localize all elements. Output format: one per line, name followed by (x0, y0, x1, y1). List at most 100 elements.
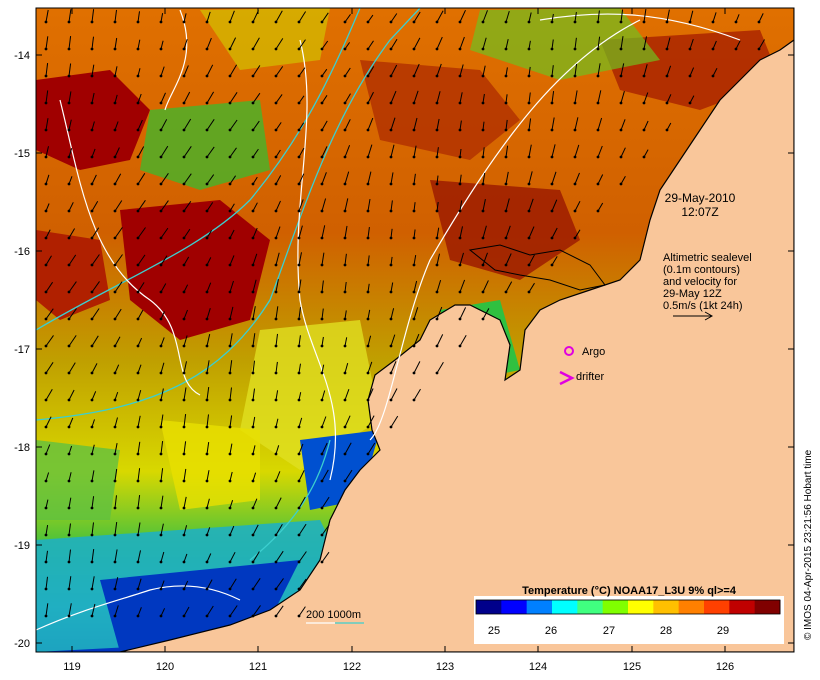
velocity-arrow (183, 256, 190, 266)
velocity-arrow-base (573, 128, 577, 132)
velocity-arrow-base (320, 398, 324, 402)
velocity-arrow (413, 333, 420, 347)
velocity-arrow-base (159, 398, 163, 402)
velocity-arrow (183, 13, 187, 23)
velocity-arrow-base (297, 263, 301, 267)
velocity-arrow (183, 580, 189, 590)
velocity-arrow (160, 580, 165, 590)
velocity-arrow-base (688, 74, 692, 78)
velocity-arrow-base (366, 290, 370, 294)
velocity-arrow (252, 92, 261, 104)
velocity-arrow (597, 10, 600, 23)
velocity-arrow-base (688, 20, 692, 24)
velocity-arrow-base (665, 47, 669, 51)
velocity-arrow (206, 579, 213, 590)
velocity-arrow (413, 361, 421, 374)
land-mass (119, 8, 794, 652)
velocity-arrow (229, 525, 235, 536)
velocity-arrow (206, 470, 210, 482)
velocity-arrow-base (389, 20, 393, 24)
velocity-arrow (45, 174, 50, 185)
velocity-arrow (344, 362, 349, 374)
velocity-arrow-base (573, 47, 577, 51)
velocity-arrow-base (159, 614, 163, 618)
velocity-arrow-base (320, 533, 324, 537)
velocity-arrow-base (136, 317, 140, 321)
velocity-arrow (459, 174, 462, 185)
velocity-arrow (160, 414, 164, 428)
velocity-arrow-base (711, 20, 715, 24)
velocity-arrow (252, 551, 260, 563)
velocity-arrow-base (44, 101, 48, 105)
velocity-arrow (252, 498, 258, 509)
velocity-arrow (367, 199, 371, 212)
velocity-arrow (459, 307, 467, 320)
velocity-arrow-base (550, 236, 554, 240)
velocity-arrow (137, 119, 143, 131)
velocity-arrow-base (251, 560, 255, 564)
velocity-arrow-base (435, 236, 439, 240)
velocity-arrow (436, 306, 443, 320)
velocity-arrow-base (44, 587, 48, 591)
velocity-arrow (666, 37, 671, 50)
velocity-arrow (344, 93, 351, 104)
velocity-arrow-base (113, 74, 117, 78)
velocity-arrow (390, 144, 395, 158)
velocity-arrow-base (458, 101, 462, 105)
velocity-arrow-base (44, 614, 48, 618)
velocity-arrow-base (435, 344, 439, 348)
velocity-arrow (321, 524, 330, 536)
velocity-arrow-base (90, 506, 94, 510)
velocity-arrow-base (44, 344, 48, 348)
velocity-arrow-base (251, 344, 255, 348)
velocity-arrow-base (136, 533, 140, 537)
velocity-arrow-base (228, 128, 232, 132)
velocity-arrow (505, 145, 509, 158)
velocity-arrow (482, 10, 488, 23)
velocity-arrow-base (274, 101, 278, 105)
velocity-arrow (643, 149, 649, 158)
velocity-arrow-base (481, 155, 485, 159)
velocity-arrow-base (642, 74, 646, 78)
velocity-arrow-base (504, 182, 508, 186)
colorbar-tick: 28 (660, 625, 672, 637)
velocity-arrow (229, 578, 237, 590)
velocity-arrow-base (159, 506, 163, 510)
velocity-arrow (229, 333, 233, 347)
velocity-arrow-base (596, 74, 600, 78)
velocity-arrow-base (136, 371, 140, 375)
velocity-arrow-base (90, 371, 94, 375)
velocity-arrow-base (44, 20, 48, 24)
velocity-arrow (620, 147, 626, 158)
velocity-arrow-base (297, 479, 301, 483)
velocity-arrow-base (711, 47, 715, 51)
velocity-arrow-base (228, 101, 232, 105)
velocity-arrow (137, 39, 141, 50)
velocity-arrow (206, 308, 211, 320)
velocity-arrow-base (596, 209, 600, 213)
velocity-arrow-base (274, 587, 278, 591)
velocity-arrow-base (435, 182, 439, 186)
velocity-arrow-base (90, 263, 94, 267)
y-tick-label: -18 (14, 442, 30, 454)
velocity-arrow-base (366, 182, 370, 186)
x-axis-labels: 119 120 121 122 123 124 125 126 (63, 661, 734, 673)
velocity-arrow (459, 36, 465, 50)
velocity-arrow (229, 471, 233, 482)
velocity-arrow (45, 90, 49, 104)
velocity-arrow-base (320, 560, 324, 564)
y-tick-label: -20 (14, 638, 30, 650)
velocity-arrow (321, 225, 326, 239)
velocity-arrow-base (412, 101, 416, 105)
velocity-arrow-base (297, 236, 301, 240)
velocity-arrow (160, 523, 164, 536)
velocity-arrow (758, 39, 765, 50)
velocity-arrow-base (205, 47, 209, 51)
velocity-arrow-base (136, 74, 140, 78)
velocity-arrow-base (550, 74, 554, 78)
colorbar-tick: 29 (717, 625, 729, 637)
velocity-arrow-base (504, 20, 508, 24)
map-area (36, 8, 794, 652)
velocity-arrow (390, 388, 398, 401)
